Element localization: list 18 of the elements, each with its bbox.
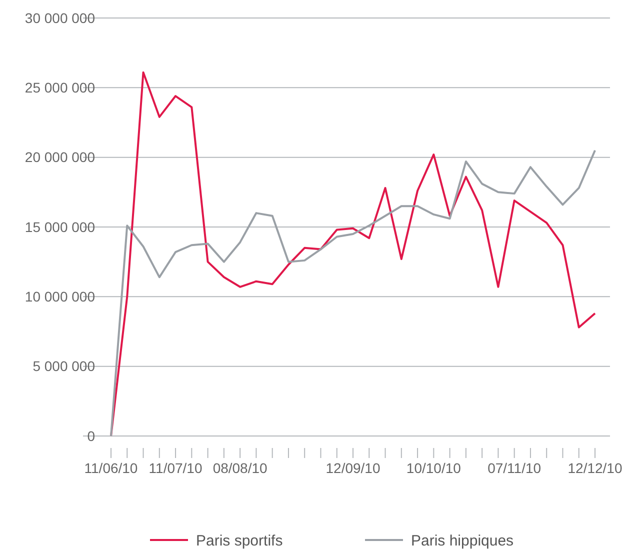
x-tick-label: 08/08/10 xyxy=(212,460,268,476)
x-tick-label: 11/06/10 xyxy=(84,460,138,476)
x-tick-label: 12/09/10 xyxy=(326,460,380,476)
y-tick-label: 25 000 000 xyxy=(24,80,96,96)
x-tick-label: 12/12/10 xyxy=(568,460,622,476)
line-series xyxy=(110,71,596,437)
y-tick-label: 0 xyxy=(87,428,96,444)
y-tick-label: 20 000 000 xyxy=(24,149,96,166)
x-tick-label: 11/07/10 xyxy=(148,460,202,476)
line-series xyxy=(110,149,596,437)
y-tick-label: 15 000 000 xyxy=(24,218,96,235)
y-tick-label: 30 000 000 xyxy=(24,10,96,26)
x-tick-label: 07/11/10 xyxy=(488,460,542,476)
legend-label: Paris hippiques xyxy=(411,532,514,550)
y-tick-label: 5 000 000 xyxy=(32,358,96,374)
y-tick-label: 10 000 000 xyxy=(24,288,96,305)
x-tick-label: 10/10/10 xyxy=(406,460,462,476)
legend-label: Paris sportifs xyxy=(196,532,283,550)
